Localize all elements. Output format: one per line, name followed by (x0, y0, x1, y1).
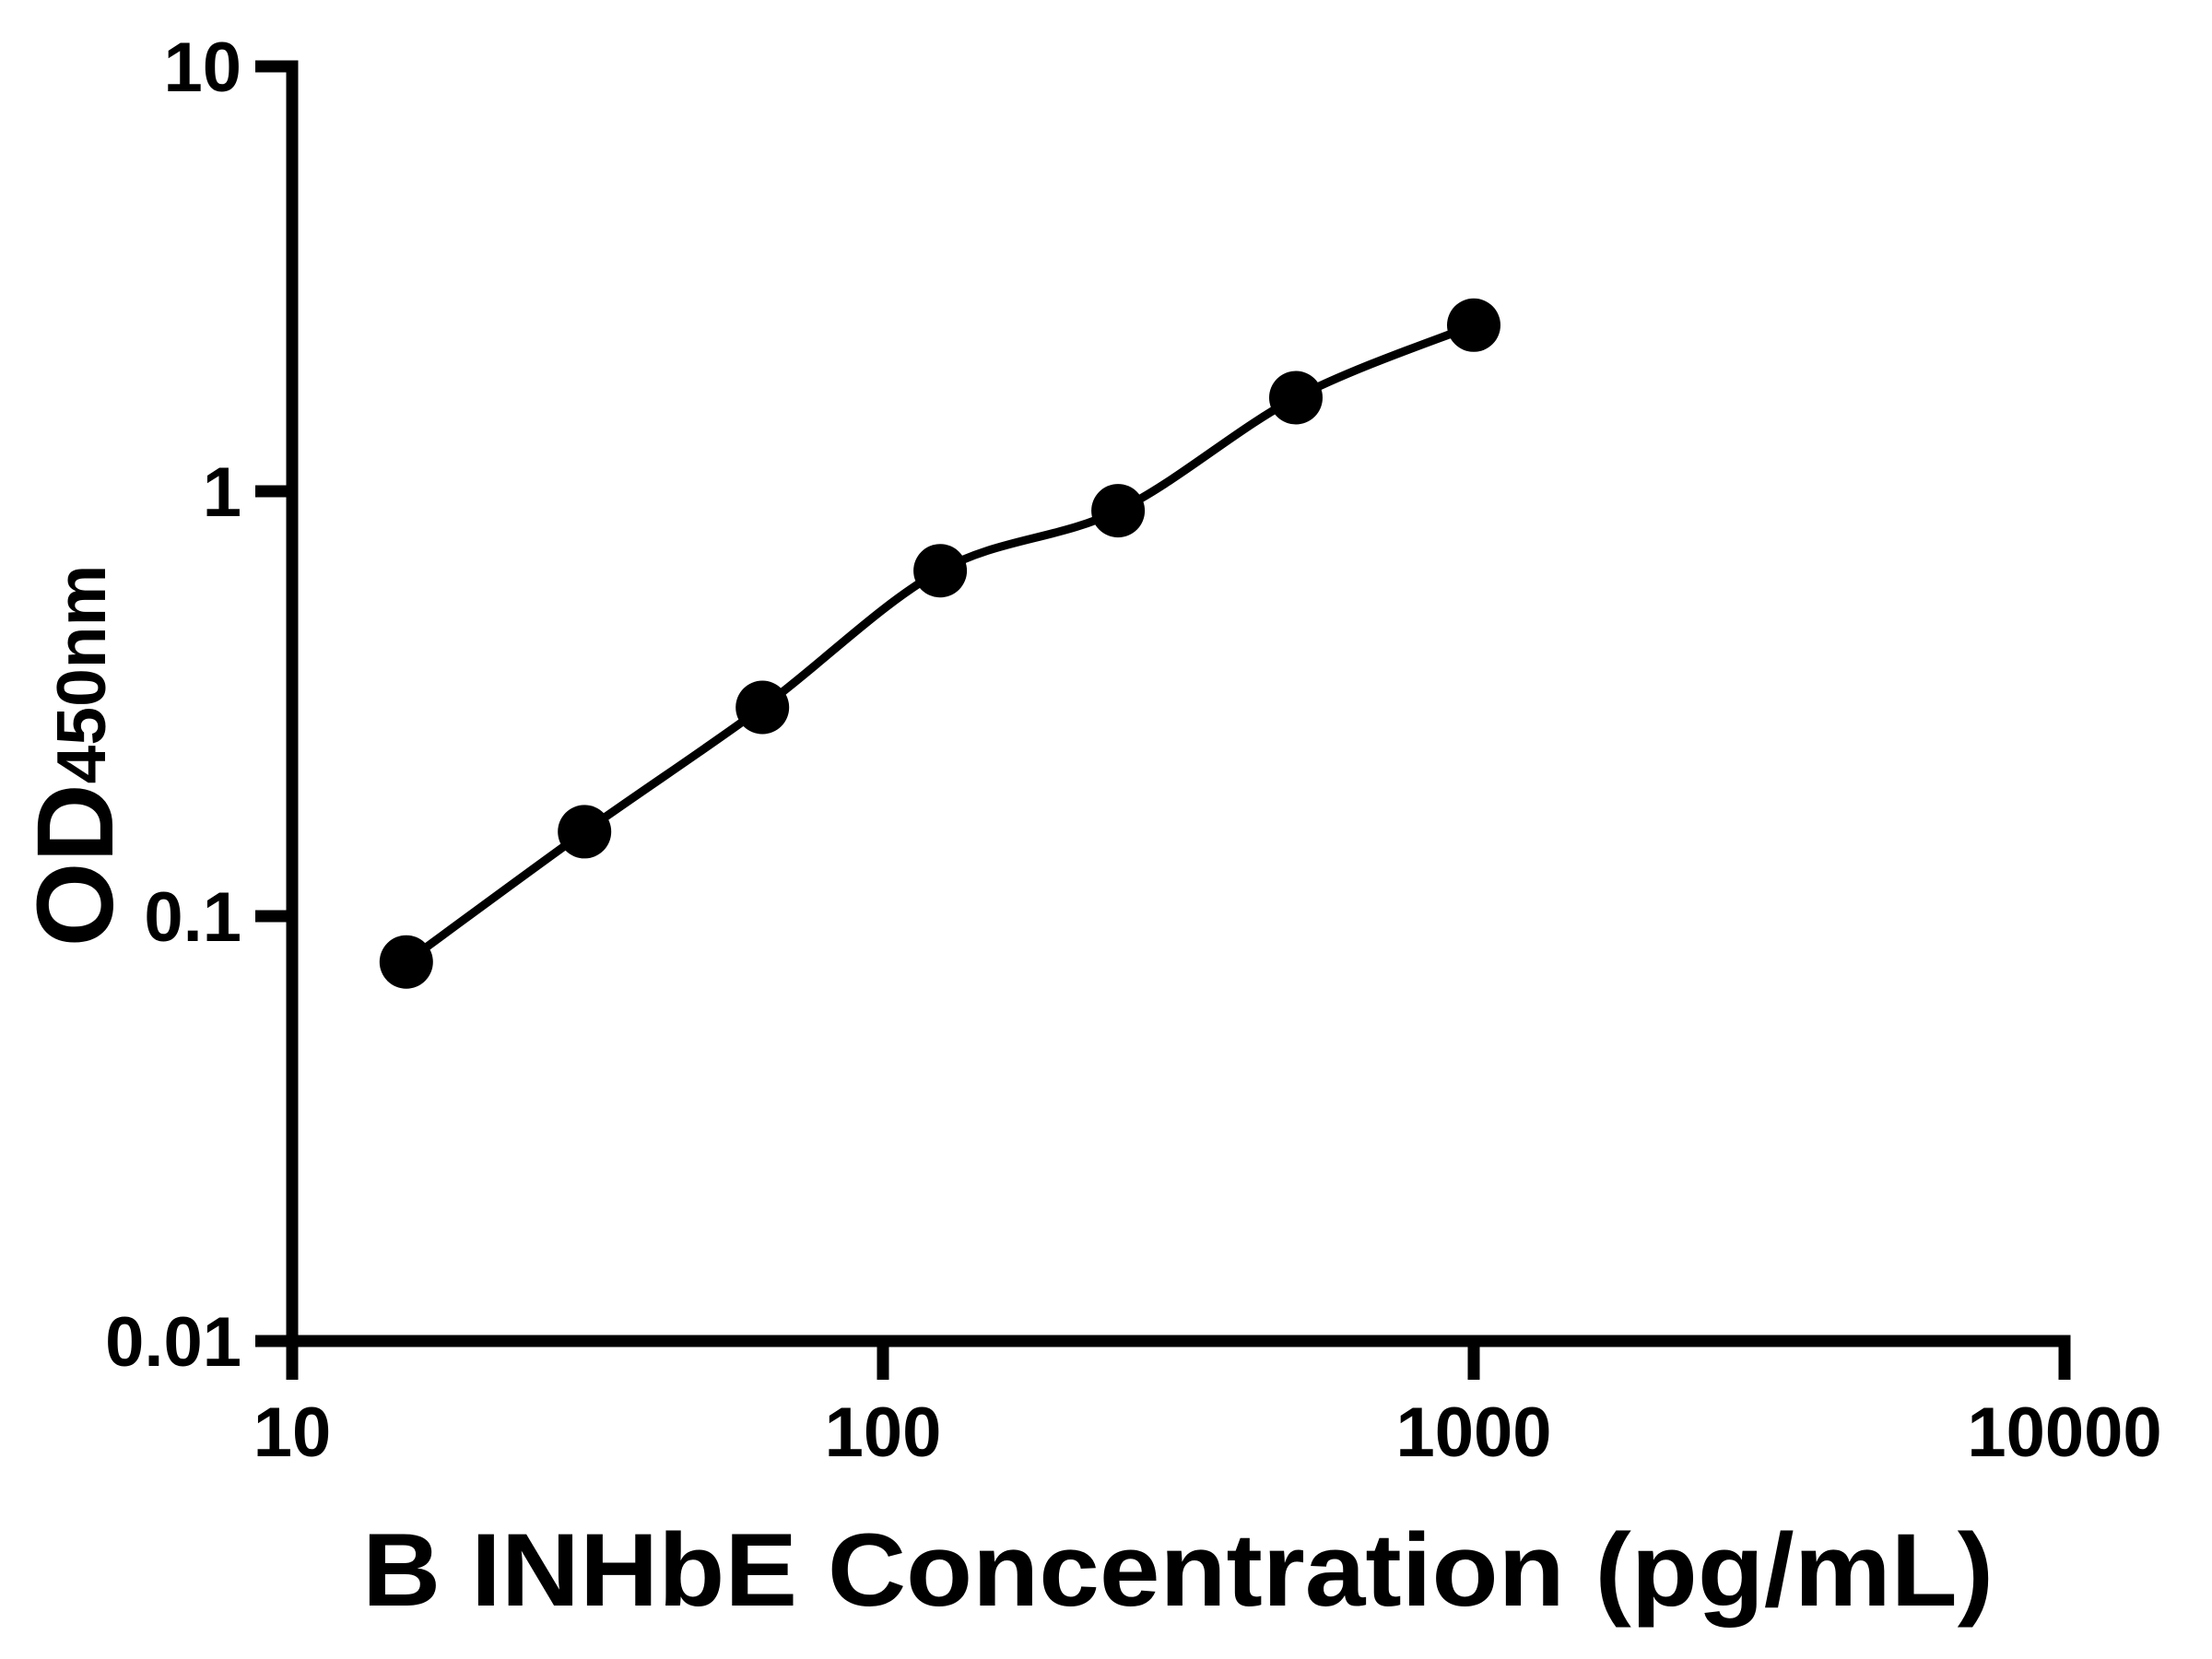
data-point-marker (1091, 484, 1146, 538)
data-point-marker (1269, 371, 1323, 425)
x-axis-title: B INHbE Concentration (pg/mL) (362, 1512, 1994, 1628)
y-axis-title-subscript: 450nm (42, 565, 120, 784)
x-tick-label: 10000 (1967, 1394, 2161, 1472)
y-tick-label: 0.01 (105, 1303, 241, 1382)
data-point-marker (1447, 298, 1500, 352)
axes (286, 60, 2071, 1347)
y-tick-label: 1 (203, 453, 241, 532)
tick-labels: 10 100 1000 10000 0.01 0.1 1 10 (105, 29, 2162, 1472)
x-tick-label: 100 (825, 1394, 942, 1472)
series-line (402, 321, 1478, 967)
x-tick-label: 1000 (1395, 1394, 1551, 1472)
data-point-marker (913, 544, 968, 598)
y-tick-label: 10 (163, 29, 241, 107)
data-point-marker (379, 935, 433, 989)
y-axis-title: OD450nm (15, 565, 136, 947)
x-tick-label: 10 (253, 1394, 332, 1472)
tick-marks (255, 60, 2071, 1380)
data-point-marker (558, 805, 612, 859)
data-point-marker (735, 680, 790, 735)
data-series (379, 298, 1500, 989)
y-axis-title-main: OD (15, 783, 136, 947)
y-tick-label: 0.1 (144, 878, 241, 957)
